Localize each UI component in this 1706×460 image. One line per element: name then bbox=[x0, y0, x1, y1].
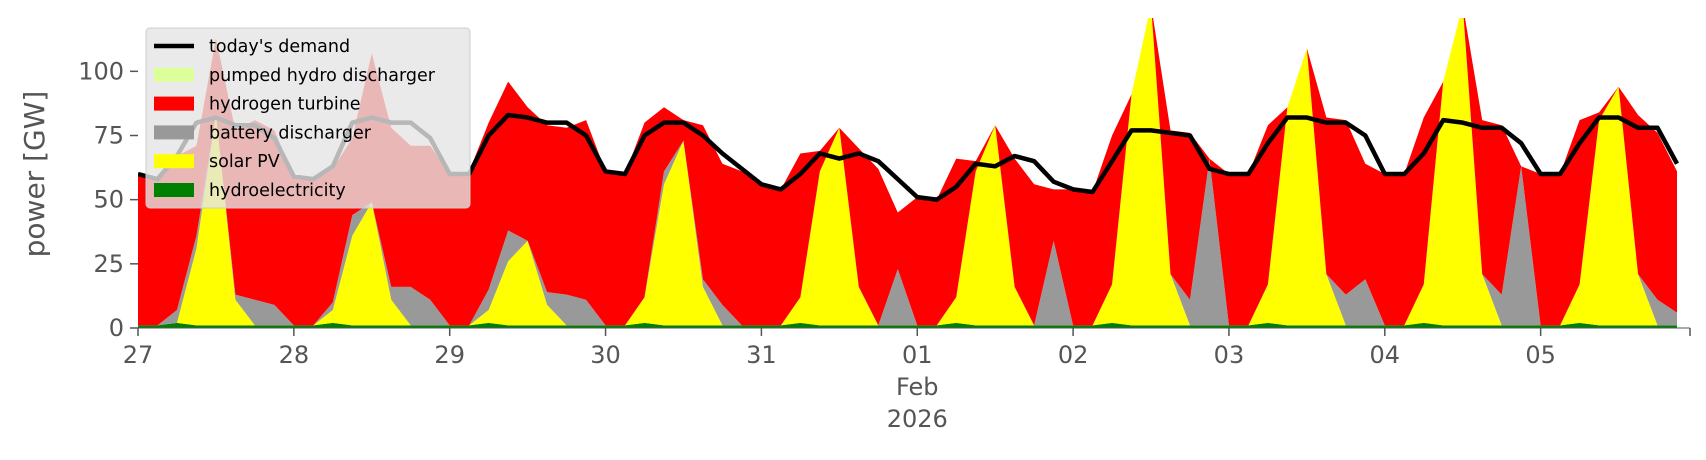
legend-label: battery discharger bbox=[209, 123, 372, 143]
x-tick-label: 27 bbox=[123, 341, 154, 369]
y-tick-label: 100 bbox=[78, 57, 124, 85]
y-axis-title: power [GW] bbox=[18, 91, 51, 258]
x-tick-month-label: Feb bbox=[896, 373, 939, 401]
x-tick-label: 30 bbox=[590, 341, 621, 369]
y-tick-label: 75 bbox=[93, 122, 124, 150]
legend-label: solar PV bbox=[209, 152, 280, 172]
legend-swatch bbox=[154, 125, 194, 140]
x-tick-year-label: 2026 bbox=[887, 405, 948, 433]
legend-label: hydroelectricity bbox=[209, 181, 346, 201]
legend-box bbox=[145, 27, 471, 209]
legend-label: pumped hydro discharger bbox=[209, 66, 436, 86]
legend-swatch bbox=[154, 96, 194, 111]
legend-swatch bbox=[154, 183, 194, 197]
area-solar-pv bbox=[138, 18, 1678, 326]
x-tick-label: 29 bbox=[434, 341, 465, 369]
x-tick-label: 28 bbox=[279, 341, 310, 369]
axes: 0 25 50 75 100 power [GW] 27 28 29 30 31 01 Feb 2026 0… bbox=[18, 57, 1691, 433]
x-tick-label: 01 bbox=[902, 341, 933, 369]
area-battery-discharger bbox=[138, 18, 1678, 326]
legend-swatch bbox=[154, 154, 194, 169]
legend-swatch bbox=[154, 67, 194, 82]
x-tick-label: 02 bbox=[1058, 341, 1089, 369]
y-tick-label: 0 bbox=[109, 314, 124, 342]
legend-label: today's demand bbox=[209, 37, 350, 57]
x-tick-label: 05 bbox=[1525, 341, 1556, 369]
y-tick-label: 50 bbox=[93, 186, 124, 214]
x-tick-label: 03 bbox=[1214, 341, 1245, 369]
area-hydroelectricity bbox=[138, 322, 1678, 328]
x-tick-label: 31 bbox=[746, 341, 777, 369]
x-tick-label: 04 bbox=[1370, 341, 1401, 369]
legend-label: hydrogen turbine bbox=[209, 95, 361, 115]
y-tick-label: 25 bbox=[93, 250, 124, 278]
legend: today's demand pumped hydro discharger hyd… bbox=[145, 27, 471, 209]
